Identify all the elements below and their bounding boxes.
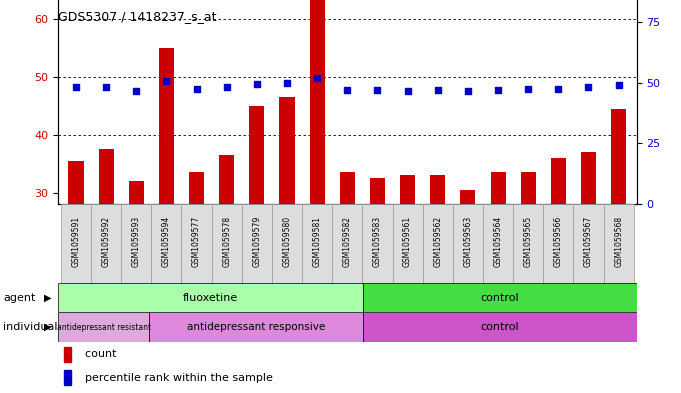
Bar <box>551 158 566 367</box>
Bar <box>611 108 627 367</box>
Bar <box>58 283 362 312</box>
Point <box>131 88 142 94</box>
Text: GSM1059562: GSM1059562 <box>433 216 442 267</box>
FancyBboxPatch shape <box>302 204 332 283</box>
Text: GSM1059581: GSM1059581 <box>313 216 321 267</box>
Point <box>462 88 473 94</box>
Bar <box>370 178 385 367</box>
Bar <box>430 175 445 367</box>
FancyBboxPatch shape <box>543 204 573 283</box>
Text: GSM1059582: GSM1059582 <box>343 216 352 267</box>
Text: GSM1059579: GSM1059579 <box>253 216 262 267</box>
Bar <box>362 283 637 312</box>
Point <box>281 79 292 86</box>
Text: individual: individual <box>3 322 58 332</box>
FancyBboxPatch shape <box>272 204 302 283</box>
Text: count: count <box>78 349 116 359</box>
Bar <box>129 181 144 367</box>
FancyBboxPatch shape <box>423 204 453 283</box>
Bar <box>58 312 149 342</box>
FancyBboxPatch shape <box>332 204 362 283</box>
Text: GSM1059592: GSM1059592 <box>101 216 110 267</box>
Bar <box>68 161 84 367</box>
Text: control: control <box>480 322 519 332</box>
Point <box>101 84 112 90</box>
Text: GSM1059566: GSM1059566 <box>554 216 563 267</box>
Bar <box>159 48 174 367</box>
Bar <box>64 370 71 385</box>
Text: antidepressant resistant: antidepressant resistant <box>57 323 151 332</box>
Point <box>312 75 323 81</box>
Text: GDS5307 / 1418237_s_at: GDS5307 / 1418237_s_at <box>58 10 217 23</box>
Bar <box>310 0 325 367</box>
FancyBboxPatch shape <box>573 204 603 283</box>
Text: GSM1059577: GSM1059577 <box>192 216 201 267</box>
Text: GSM1059563: GSM1059563 <box>463 216 473 267</box>
FancyBboxPatch shape <box>61 204 91 283</box>
Text: GSM1059568: GSM1059568 <box>614 216 623 267</box>
Point <box>553 85 564 92</box>
Text: GSM1059594: GSM1059594 <box>162 216 171 267</box>
FancyBboxPatch shape <box>212 204 242 283</box>
FancyBboxPatch shape <box>151 204 182 283</box>
Text: GSM1059564: GSM1059564 <box>494 216 503 267</box>
Text: control: control <box>480 293 519 303</box>
Text: GSM1059578: GSM1059578 <box>222 216 232 267</box>
Text: GSM1059567: GSM1059567 <box>584 216 593 267</box>
Point <box>613 82 624 88</box>
Point <box>583 84 594 90</box>
Bar <box>99 149 114 367</box>
Point <box>523 85 534 92</box>
Text: GSM1059580: GSM1059580 <box>283 216 291 267</box>
Bar <box>521 173 536 367</box>
Point <box>372 87 383 93</box>
Point <box>251 81 262 87</box>
Point <box>402 88 413 94</box>
Bar <box>249 106 264 367</box>
FancyBboxPatch shape <box>392 204 423 283</box>
Bar <box>490 173 505 367</box>
Bar <box>340 173 355 367</box>
FancyBboxPatch shape <box>513 204 543 283</box>
Point <box>492 87 503 93</box>
Bar <box>279 97 295 367</box>
Text: agent: agent <box>3 293 36 303</box>
Bar <box>400 175 415 367</box>
Text: ▶: ▶ <box>44 322 52 332</box>
Text: GSM1059591: GSM1059591 <box>72 216 80 267</box>
Text: GSM1059565: GSM1059565 <box>524 216 533 267</box>
Text: fluoxetine: fluoxetine <box>183 293 238 303</box>
Bar <box>362 312 637 342</box>
Text: GSM1059583: GSM1059583 <box>373 216 382 267</box>
Bar <box>581 152 596 367</box>
Bar <box>189 173 204 367</box>
Point <box>71 84 82 90</box>
Point <box>342 87 353 93</box>
FancyBboxPatch shape <box>362 204 392 283</box>
Text: antidepressant responsive: antidepressant responsive <box>187 322 325 332</box>
FancyBboxPatch shape <box>121 204 151 283</box>
Text: GSM1059561: GSM1059561 <box>403 216 412 267</box>
Bar <box>460 190 475 367</box>
Text: GSM1059593: GSM1059593 <box>131 216 141 267</box>
Point <box>161 78 172 84</box>
FancyBboxPatch shape <box>483 204 513 283</box>
FancyBboxPatch shape <box>182 204 212 283</box>
Bar <box>149 312 362 342</box>
Point <box>221 84 232 90</box>
FancyBboxPatch shape <box>242 204 272 283</box>
Point <box>432 87 443 93</box>
FancyBboxPatch shape <box>91 204 121 283</box>
FancyBboxPatch shape <box>453 204 483 283</box>
Text: ▶: ▶ <box>44 293 52 303</box>
Bar <box>219 155 234 367</box>
Text: percentile rank within the sample: percentile rank within the sample <box>78 373 273 383</box>
FancyBboxPatch shape <box>603 204 634 283</box>
Point <box>191 85 202 92</box>
Bar <box>64 347 71 362</box>
